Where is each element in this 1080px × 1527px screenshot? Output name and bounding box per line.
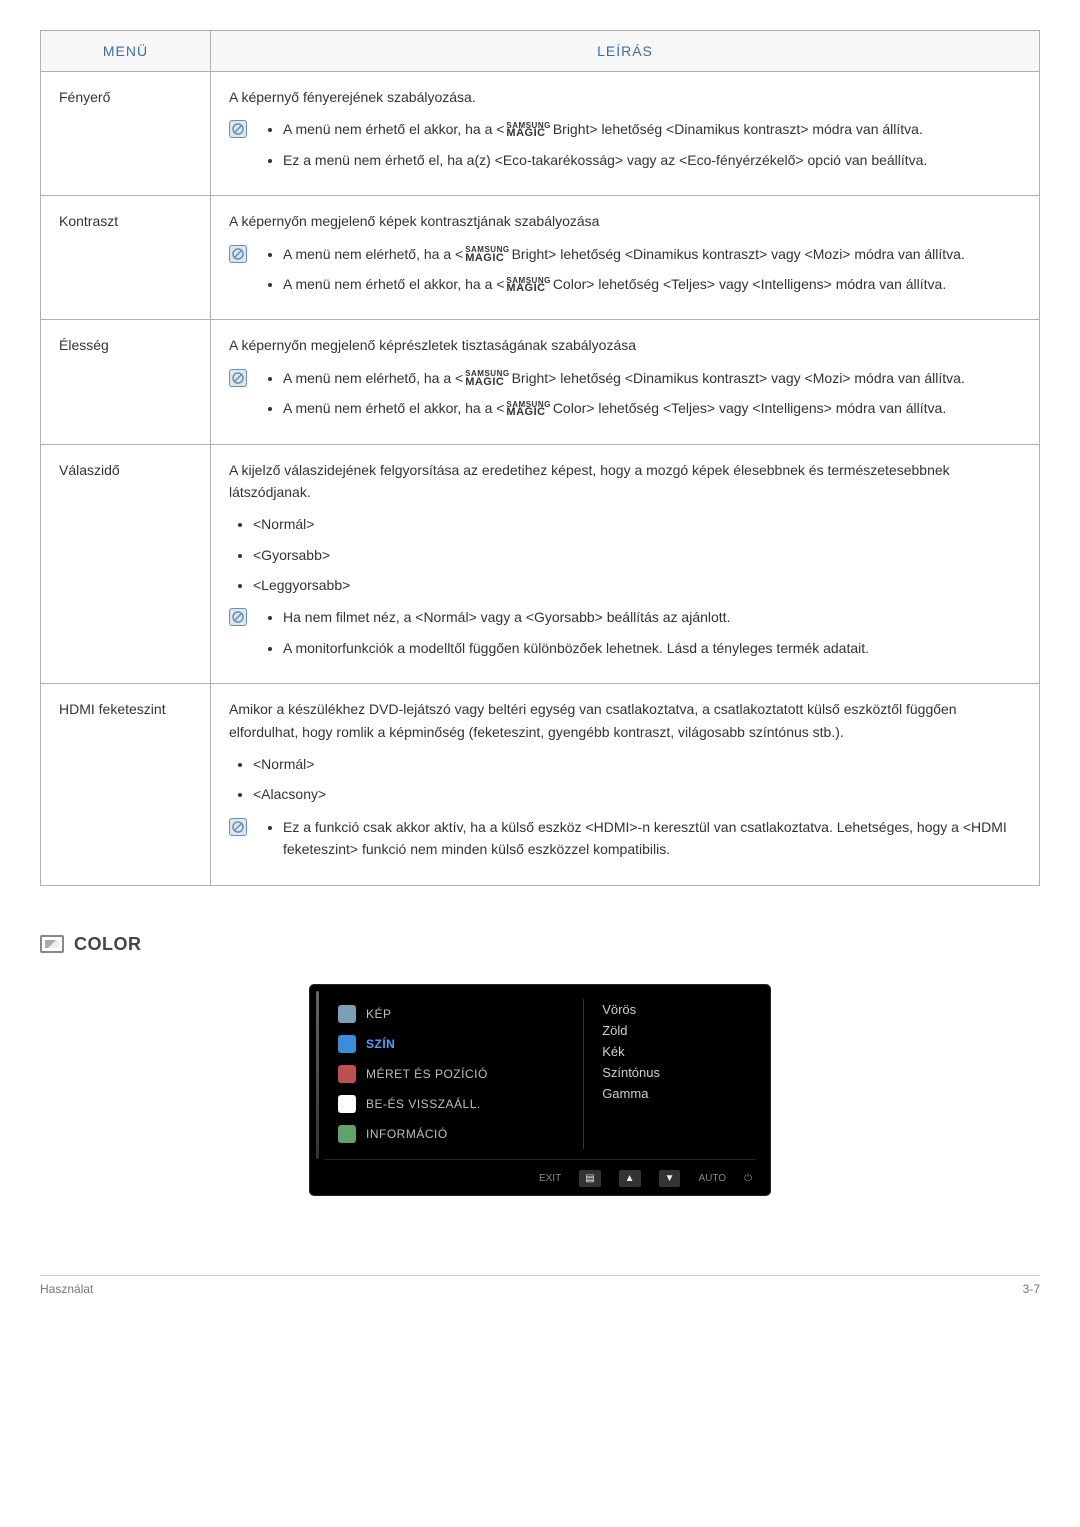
osd-footer-auto: AUTO bbox=[698, 1173, 726, 1184]
menu-desc-cell: A kijelző válaszidejének felgyorsítása a… bbox=[211, 444, 1040, 684]
desc-intro: A képernyőn megjelenő képrészletek tiszt… bbox=[229, 334, 1021, 356]
osd-mockup: KÉP SZÍN MÉRET ÉS POZÍCIÓ BE-ÉS VISSZAÁLL. I… bbox=[310, 985, 770, 1195]
desc-intro: A képernyőn megjelenő képek kontrasztján… bbox=[229, 210, 1021, 232]
note-icon bbox=[229, 818, 247, 836]
note-icon bbox=[229, 120, 247, 138]
list-item: A menü nem elérhető, ha a <SAMSUNGMAGICB… bbox=[283, 367, 965, 389]
osd-footer-btn-up: ▲ bbox=[619, 1170, 641, 1187]
footer-right: 3-7 bbox=[1023, 1282, 1040, 1296]
desc-intro: A képernyő fényerejének szabályozása. bbox=[229, 86, 1021, 108]
osd-item-icon bbox=[338, 1065, 356, 1083]
osd-footer-exit: EXIT bbox=[539, 1173, 561, 1184]
osd-right-item: Vörös bbox=[602, 999, 756, 1020]
section-heading-color: COLOR bbox=[40, 934, 1040, 955]
samsung-magic-logo: SAMSUNGMAGIC bbox=[465, 371, 509, 386]
section-heading-text: COLOR bbox=[74, 934, 142, 955]
list-item: Ha nem filmet néz, a <Normál> vagy a <Gy… bbox=[283, 606, 869, 628]
list-item: A menü nem elérhető, ha a <SAMSUNGMAGICB… bbox=[283, 243, 965, 265]
samsung-magic-logo: SAMSUNGMAGIC bbox=[506, 123, 550, 138]
footer-left: Használat bbox=[40, 1282, 93, 1296]
note-icon bbox=[229, 245, 247, 263]
note-block: Ha nem filmet néz, a <Normál> vagy a <Gy… bbox=[229, 606, 1021, 667]
osd-left-item: KÉP bbox=[324, 999, 575, 1029]
note-block: Ez a funkció csak akkor aktív, ha a küls… bbox=[229, 816, 1021, 869]
plain-option-list: <Normál> <Alacsony> bbox=[229, 753, 1021, 806]
list-item: Ez a menü nem érhető el, ha a(z) <Eco-ta… bbox=[283, 149, 927, 171]
samsung-magic-logo: SAMSUNGMAGIC bbox=[506, 402, 550, 417]
menu-desc-cell: A képernyőn megjelenő képrészletek tiszt… bbox=[211, 320, 1040, 444]
list-item: A monitorfunkciók a modelltől függően kü… bbox=[283, 637, 869, 659]
osd-item-label: KÉP bbox=[366, 1007, 392, 1021]
note-block: A menü nem elérhető, ha a <SAMSUNGMAGICB… bbox=[229, 243, 1021, 304]
note-list: Ha nem filmet néz, a <Normál> vagy a <Gy… bbox=[259, 606, 869, 667]
note-block: A menü nem elérhető, ha a <SAMSUNGMAGICB… bbox=[229, 367, 1021, 428]
desc-intro: A kijelző válaszidejének felgyorsítása a… bbox=[229, 459, 1021, 504]
list-item: <Gyorsabb> bbox=[253, 544, 1021, 566]
note-list: Ez a funkció csak akkor aktív, ha a küls… bbox=[259, 816, 1021, 869]
osd-right-item: Kék bbox=[602, 1041, 756, 1062]
palette-icon bbox=[40, 935, 64, 953]
note-block: A menü nem érhető el akkor, ha a <SAMSUN… bbox=[229, 118, 1021, 179]
osd-left-curve bbox=[316, 991, 319, 1159]
osd-item-icon bbox=[338, 1095, 356, 1113]
menu-name-cell: Élesség bbox=[41, 320, 211, 444]
list-item: A menü nem érhető el akkor, ha a <SAMSUN… bbox=[283, 118, 927, 140]
table-row: Válaszidő A kijelző válaszidejének felgyo… bbox=[41, 444, 1040, 684]
osd-left-menu: KÉP SZÍN MÉRET ÉS POZÍCIÓ BE-ÉS VISSZAÁLL. I… bbox=[324, 999, 583, 1149]
note-icon bbox=[229, 608, 247, 626]
osd-left-item: INFORMÁCIÓ bbox=[324, 1119, 575, 1149]
osd-item-label: INFORMÁCIÓ bbox=[366, 1127, 448, 1141]
note-icon bbox=[229, 369, 247, 387]
osd-right-submenu: VörösZöldKékSzíntónusGamma bbox=[583, 999, 756, 1149]
osd-item-label: BE-ÉS VISSZAÁLL. bbox=[366, 1097, 481, 1111]
col-header-desc: LEÍRÁS bbox=[211, 31, 1040, 72]
col-header-menu: MENÜ bbox=[41, 31, 211, 72]
desc-intro: Amikor a készülékhez DVD-lejátszó vagy b… bbox=[229, 698, 1021, 743]
list-item: <Normál> bbox=[253, 513, 1021, 535]
list-item: <Normál> bbox=[253, 753, 1021, 775]
osd-left-item: BE-ÉS VISSZAÁLL. bbox=[324, 1089, 575, 1119]
list-item: <Leggyorsabb> bbox=[253, 574, 1021, 596]
osd-left-item: MÉRET ÉS POZÍCIÓ bbox=[324, 1059, 575, 1089]
menu-name-cell: HDMI feketeszint bbox=[41, 684, 211, 885]
osd-item-icon bbox=[338, 1035, 356, 1053]
table-row: FényerőA képernyő fényerejének szabályoz… bbox=[41, 72, 1040, 196]
note-list: A menü nem elérhető, ha a <SAMSUNGMAGICB… bbox=[259, 243, 965, 304]
menu-description-table: MENÜ LEÍRÁS FényerőA képernyő fényerején… bbox=[40, 30, 1040, 886]
menu-name-cell: Kontraszt bbox=[41, 196, 211, 320]
menu-name-cell: Válaszidő bbox=[41, 444, 211, 684]
menu-desc-cell: A képernyőn megjelenő képek kontrasztján… bbox=[211, 196, 1040, 320]
table-row: Élesség A képernyőn megjelenő képrészlete… bbox=[41, 320, 1040, 444]
osd-item-label: MÉRET ÉS POZÍCIÓ bbox=[366, 1067, 488, 1081]
page-footer: Használat 3-7 bbox=[40, 1275, 1040, 1296]
list-item: A menü nem érhető el akkor, ha a <SAMSUN… bbox=[283, 273, 965, 295]
menu-name-cell: Fényerő bbox=[41, 72, 211, 196]
osd-footer-power-icon: ⏻ bbox=[744, 1173, 752, 1184]
osd-footer-btn-down: ▼ bbox=[659, 1170, 681, 1187]
osd-right-item: Zöld bbox=[602, 1020, 756, 1041]
table-row: Kontraszt A képernyőn megjelenő képek kon… bbox=[41, 196, 1040, 320]
osd-footer: EXIT ▤ ▲ ▼ AUTO ⏻ bbox=[324, 1159, 756, 1189]
osd-right-item: Színtónus bbox=[602, 1062, 756, 1083]
osd-item-icon bbox=[338, 1125, 356, 1143]
table-row: HDMI feketeszint Amikor a készülékhez DVD… bbox=[41, 684, 1040, 885]
osd-footer-btn-left: ▤ bbox=[579, 1170, 600, 1187]
osd-left-item: SZÍN bbox=[324, 1029, 575, 1059]
samsung-magic-logo: SAMSUNGMAGIC bbox=[465, 247, 509, 262]
samsung-magic-logo: SAMSUNGMAGIC bbox=[506, 278, 550, 293]
list-item: A menü nem érhető el akkor, ha a <SAMSUN… bbox=[283, 397, 965, 419]
menu-desc-cell: A képernyő fényerejének szabályozása. A m… bbox=[211, 72, 1040, 196]
plain-option-list: <Normál> <Gyorsabb> <Leggyorsabb> bbox=[229, 513, 1021, 596]
osd-item-icon bbox=[338, 1005, 356, 1023]
menu-desc-cell: Amikor a készülékhez DVD-lejátszó vagy b… bbox=[211, 684, 1040, 885]
note-list: A menü nem érhető el akkor, ha a <SAMSUN… bbox=[259, 118, 927, 179]
list-item: <Alacsony> bbox=[253, 783, 1021, 805]
osd-item-label: SZÍN bbox=[366, 1037, 395, 1051]
list-item: Ez a funkció csak akkor aktív, ha a küls… bbox=[283, 816, 1021, 861]
osd-right-item: Gamma bbox=[602, 1083, 756, 1104]
note-list: A menü nem elérhető, ha a <SAMSUNGMAGICB… bbox=[259, 367, 965, 428]
